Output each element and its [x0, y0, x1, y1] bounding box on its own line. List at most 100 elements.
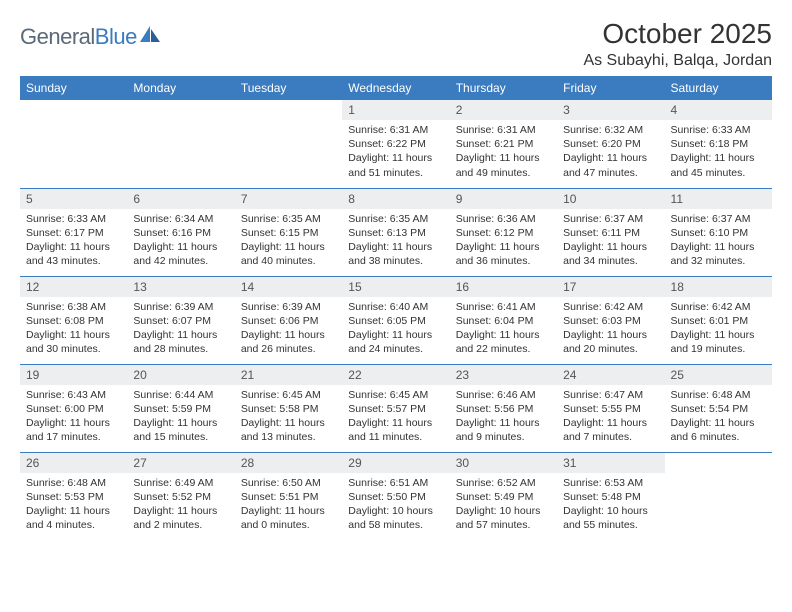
daylight-text: Daylight: 11 hours and 42 minutes. — [133, 240, 228, 268]
calendar-day-cell: 11Sunrise: 6:37 AMSunset: 6:10 PMDayligh… — [665, 188, 772, 276]
day-number: 30 — [450, 453, 557, 473]
calendar-day-cell: 9Sunrise: 6:36 AMSunset: 6:12 PMDaylight… — [450, 188, 557, 276]
sunset-text: Sunset: 6:08 PM — [26, 314, 121, 328]
sunset-text: Sunset: 6:20 PM — [563, 137, 658, 151]
sunrise-text: Sunrise: 6:35 AM — [241, 212, 336, 226]
calendar-day-cell: 16Sunrise: 6:41 AMSunset: 6:04 PMDayligh… — [450, 276, 557, 364]
calendar-week-row: 5Sunrise: 6:33 AMSunset: 6:17 PMDaylight… — [20, 188, 772, 276]
daylight-text: Daylight: 11 hours and 17 minutes. — [26, 416, 121, 444]
sunrise-text: Sunrise: 6:41 AM — [456, 300, 551, 314]
day-number: 18 — [665, 277, 772, 297]
sunrise-text: Sunrise: 6:46 AM — [456, 388, 551, 402]
sunrise-text: Sunrise: 6:45 AM — [241, 388, 336, 402]
daylight-text: Daylight: 11 hours and 30 minutes. — [26, 328, 121, 356]
sunrise-text: Sunrise: 6:40 AM — [348, 300, 443, 314]
sunset-text: Sunset: 6:07 PM — [133, 314, 228, 328]
sunrise-text: Sunrise: 6:38 AM — [26, 300, 121, 314]
sunset-text: Sunset: 5:59 PM — [133, 402, 228, 416]
sunset-text: Sunset: 6:22 PM — [348, 137, 443, 151]
sunrise-text: Sunrise: 6:49 AM — [133, 476, 228, 490]
daylight-text: Daylight: 11 hours and 34 minutes. — [563, 240, 658, 268]
day-details: Sunrise: 6:35 AMSunset: 6:13 PMDaylight:… — [342, 209, 449, 273]
daylight-text: Daylight: 11 hours and 38 minutes. — [348, 240, 443, 268]
sunset-text: Sunset: 5:51 PM — [241, 490, 336, 504]
day-number: 8 — [342, 189, 449, 209]
day-details: Sunrise: 6:49 AMSunset: 5:52 PMDaylight:… — [127, 473, 234, 537]
day-number: 11 — [665, 189, 772, 209]
daylight-text: Daylight: 11 hours and 9 minutes. — [456, 416, 551, 444]
day-details: Sunrise: 6:31 AMSunset: 6:22 PMDaylight:… — [342, 120, 449, 184]
day-details: Sunrise: 6:42 AMSunset: 6:03 PMDaylight:… — [557, 297, 664, 361]
daylight-text: Daylight: 11 hours and 0 minutes. — [241, 504, 336, 532]
calendar-day-cell: 8Sunrise: 6:35 AMSunset: 6:13 PMDaylight… — [342, 188, 449, 276]
calendar-day-cell: 21Sunrise: 6:45 AMSunset: 5:58 PMDayligh… — [235, 364, 342, 452]
calendar-day-cell: 6Sunrise: 6:34 AMSunset: 6:16 PMDaylight… — [127, 188, 234, 276]
calendar-week-row: 26Sunrise: 6:48 AMSunset: 5:53 PMDayligh… — [20, 452, 772, 540]
day-details: Sunrise: 6:37 AMSunset: 6:11 PMDaylight:… — [557, 209, 664, 273]
sunrise-text: Sunrise: 6:42 AM — [563, 300, 658, 314]
weekday-header: Tuesday — [235, 76, 342, 100]
day-details: Sunrise: 6:39 AMSunset: 6:07 PMDaylight:… — [127, 297, 234, 361]
daylight-text: Daylight: 11 hours and 45 minutes. — [671, 151, 766, 179]
daylight-text: Daylight: 11 hours and 7 minutes. — [563, 416, 658, 444]
day-details: Sunrise: 6:33 AMSunset: 6:18 PMDaylight:… — [665, 120, 772, 184]
daylight-text: Daylight: 10 hours and 58 minutes. — [348, 504, 443, 532]
day-number: 16 — [450, 277, 557, 297]
sunrise-text: Sunrise: 6:39 AM — [133, 300, 228, 314]
day-details: Sunrise: 6:48 AMSunset: 5:54 PMDaylight:… — [665, 385, 772, 449]
day-details: Sunrise: 6:31 AMSunset: 6:21 PMDaylight:… — [450, 120, 557, 184]
daylight-text: Daylight: 11 hours and 24 minutes. — [348, 328, 443, 356]
sunset-text: Sunset: 5:52 PM — [133, 490, 228, 504]
sunrise-text: Sunrise: 6:50 AM — [241, 476, 336, 490]
sunrise-text: Sunrise: 6:34 AM — [133, 212, 228, 226]
day-details: Sunrise: 6:52 AMSunset: 5:49 PMDaylight:… — [450, 473, 557, 537]
daylight-text: Daylight: 11 hours and 6 minutes. — [671, 416, 766, 444]
daylight-text: Daylight: 11 hours and 2 minutes. — [133, 504, 228, 532]
weekday-header: Thursday — [450, 76, 557, 100]
sunset-text: Sunset: 6:15 PM — [241, 226, 336, 240]
day-number: 13 — [127, 277, 234, 297]
sunrise-text: Sunrise: 6:31 AM — [348, 123, 443, 137]
sunset-text: Sunset: 5:48 PM — [563, 490, 658, 504]
weekday-header: Wednesday — [342, 76, 449, 100]
day-number: 23 — [450, 365, 557, 385]
calendar-day-cell: 10Sunrise: 6:37 AMSunset: 6:11 PMDayligh… — [557, 188, 664, 276]
daylight-text: Daylight: 10 hours and 55 minutes. — [563, 504, 658, 532]
calendar-day-cell: 23 Sunrise: 6:46 AMSunset: 5:56 PMDayligh… — [450, 364, 557, 452]
sunrise-text: Sunrise: 6:35 AM — [348, 212, 443, 226]
sunset-text: Sunset: 6:11 PM — [563, 226, 658, 240]
sunset-text: Sunset: 6:06 PM — [241, 314, 336, 328]
day-number: 15 — [342, 277, 449, 297]
day-details: Sunrise: 6:35 AMSunset: 6:15 PMDaylight:… — [235, 209, 342, 273]
sunset-text: Sunset: 6:13 PM — [348, 226, 443, 240]
day-details: Sunrise: 6:45 AMSunset: 5:57 PMDaylight:… — [342, 385, 449, 449]
day-details: Sunrise: 6:39 AMSunset: 6:06 PMDaylight:… — [235, 297, 342, 361]
sunrise-text: Sunrise: 6:48 AM — [671, 388, 766, 402]
daylight-text: Daylight: 11 hours and 11 minutes. — [348, 416, 443, 444]
weekday-header: Saturday — [665, 76, 772, 100]
sunrise-text: Sunrise: 6:39 AM — [241, 300, 336, 314]
daylight-text: Daylight: 11 hours and 36 minutes. — [456, 240, 551, 268]
day-number: 20 — [127, 365, 234, 385]
sunset-text: Sunset: 6:10 PM — [671, 226, 766, 240]
sunset-text: Sunset: 6:12 PM — [456, 226, 551, 240]
sunset-text: Sunset: 5:56 PM — [456, 402, 551, 416]
day-number: 21 — [235, 365, 342, 385]
location-text: As Subayhi, Balqa, Jordan — [583, 52, 772, 70]
sunset-text: Sunset: 6:05 PM — [348, 314, 443, 328]
daylight-text: Daylight: 11 hours and 40 minutes. — [241, 240, 336, 268]
daylight-text: Daylight: 11 hours and 43 minutes. — [26, 240, 121, 268]
calendar-week-row: 12Sunrise: 6:38 AMSunset: 6:08 PMDayligh… — [20, 276, 772, 364]
brand-name-part2: Blue — [95, 24, 137, 49]
day-number: 19 — [20, 365, 127, 385]
sunrise-text: Sunrise: 6:53 AM — [563, 476, 658, 490]
calendar-day-cell: 4Sunrise: 6:33 AMSunset: 6:18 PMDaylight… — [665, 100, 772, 188]
daylight-text: Daylight: 10 hours and 57 minutes. — [456, 504, 551, 532]
brand-name: GeneralBlue — [20, 24, 137, 50]
daylight-text: Daylight: 11 hours and 15 minutes. — [133, 416, 228, 444]
sunset-text: Sunset: 5:55 PM — [563, 402, 658, 416]
calendar-week-row: 19Sunrise: 6:43 AMSunset: 6:00 PMDayligh… — [20, 364, 772, 452]
calendar-day-cell: 2Sunrise: 6:31 AMSunset: 6:21 PMDaylight… — [450, 100, 557, 188]
sunset-text: Sunset: 5:50 PM — [348, 490, 443, 504]
calendar-day-cell: .. — [665, 452, 772, 540]
